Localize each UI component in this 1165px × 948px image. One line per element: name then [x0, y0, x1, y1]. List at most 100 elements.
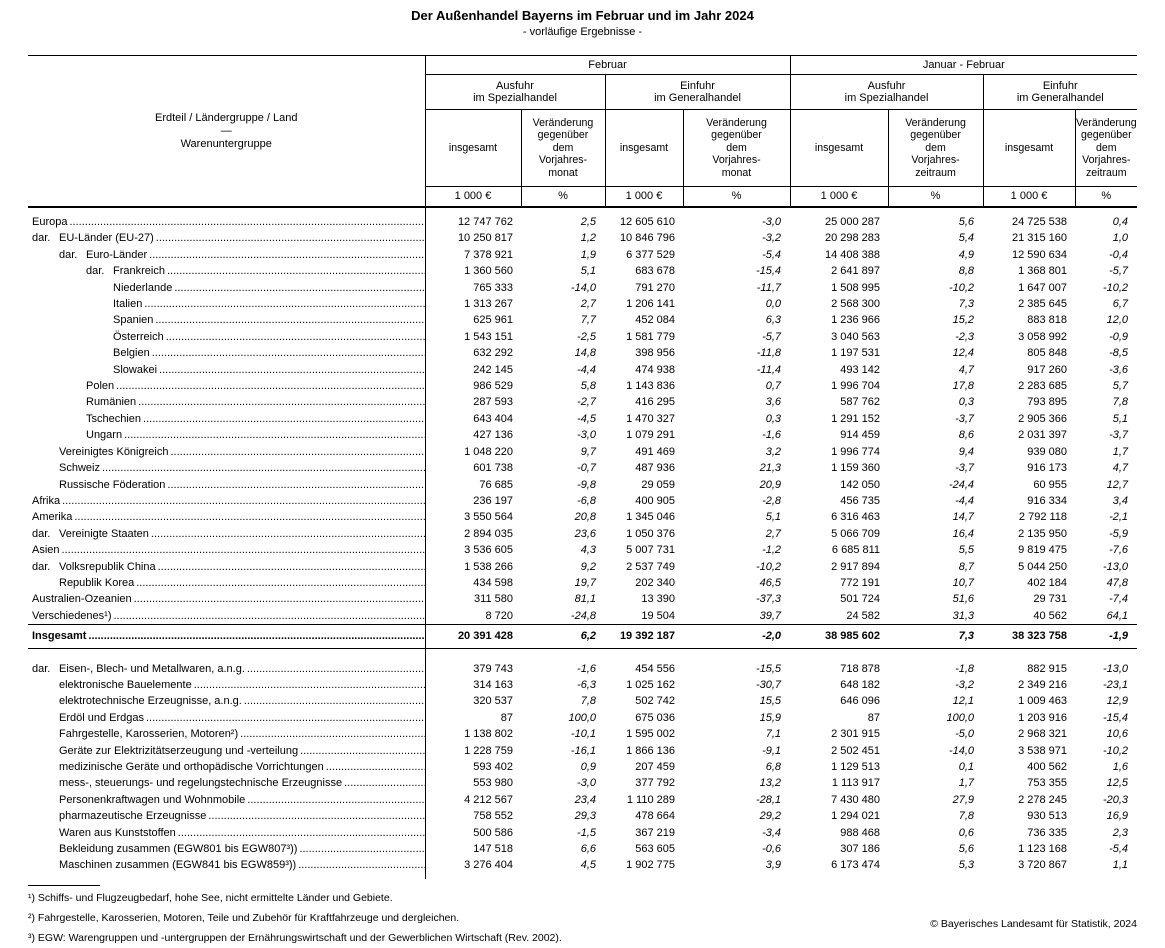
region-row: dar. Euro-Länder 7 378 921 1,9 6 377 529 -5,4… [28, 246, 1137, 264]
value-cell: 736 335 [1027, 826, 1068, 839]
value-cell: 1 360 560 [464, 265, 513, 278]
value-cell: 202 340 [635, 576, 675, 589]
percent-cell: 0,3 [958, 396, 975, 409]
value-cell: 5 044 250 [1018, 560, 1068, 573]
region-row: Slowakei 242 145 -4,4 474 938 -11,4 493 142 4,… [28, 361, 1137, 379]
region-row: Ungarn 427 136 -3,0 1 079 291 -1,6 914 459 8,6… [28, 427, 1137, 444]
dot-leader [72, 509, 424, 525]
footnote-1: ¹) Schiffs- und Flugzeugbedarf, hohe See… [28, 891, 393, 904]
dot-leader [168, 444, 424, 460]
percent-cell: 5,6 [958, 216, 975, 228]
dot-leader [122, 427, 424, 443]
percent-cell: -10,2 [1102, 281, 1129, 294]
percent-cell: 4,9 [958, 248, 975, 261]
row-label-cell: Insgesamt [28, 624, 426, 649]
row-label-cell: Australien-Ozeanien [28, 591, 426, 608]
dot-leader [60, 493, 424, 509]
dot-leader [141, 411, 424, 427]
percent-cell: -15,4 [1102, 711, 1129, 724]
value-cell: 367 219 [635, 826, 675, 839]
percent-cell: -3,7 [1109, 429, 1129, 442]
percent-cell: 12,1 [952, 695, 975, 708]
value-cell: 593 402 [473, 761, 513, 773]
percent-cell: 12,0 [1106, 314, 1129, 327]
percent-cell: -3,4 [762, 826, 782, 839]
region-row: Vereinigtes Königreich 1 048 220 9,7 491 46… [28, 443, 1137, 461]
row-label: Insgesamt [32, 630, 87, 643]
percent-cell: 3,6 [765, 396, 782, 409]
value-cell: 1 079 291 [626, 429, 675, 442]
value-cell: 1 866 136 [626, 744, 675, 757]
percent-cell: 9,2 [580, 560, 596, 573]
value-cell: 930 513 [1027, 810, 1068, 823]
row-label-cell: Bekleidung zusammen (EGW801 bis EGW807³)… [28, 841, 426, 858]
dot-leader [112, 608, 425, 624]
value-cell: 13 390 [641, 593, 675, 606]
percent-cell: -11,7 [756, 281, 782, 294]
dot-leader [296, 857, 424, 873]
value-cell: 320 537 [473, 695, 513, 708]
value-cell: 765 333 [473, 281, 513, 294]
value-cell: 1 025 162 [626, 678, 675, 691]
percent-cell: 12,9 [1106, 695, 1129, 708]
value-cell: 20 298 283 [824, 232, 881, 245]
row-label: pharmazeutische Erzeugnisse [59, 810, 207, 823]
row-label-cell: Maschinen zusammen (EGW841 bis EGW859³)) [28, 857, 426, 879]
region-row: Italien 1 313 267 2,7 1 206 141 0,0 2 568 300… [28, 296, 1137, 313]
row-label: elektrotechnische Erzeugnisse, a.n.g. [59, 695, 242, 708]
value-cell: 60 955 [1033, 478, 1068, 491]
value-cell: 502 742 [635, 695, 675, 708]
measure-header: Veränderung gegenüber dem Vorjahres- zei… [1074, 109, 1138, 187]
value-cell: 587 762 [840, 396, 881, 409]
value-cell: 38 985 602 [790, 624, 889, 649]
row-label-cell: Österreich [28, 328, 426, 346]
dot-leader [60, 542, 425, 558]
goods-row: Erdöl und Erdgas 87 100,0 675 036 15,9 87 100,… [28, 709, 1137, 727]
region-row: Polen 986 529 5,8 1 143 836 0,7 1 996 704 17,8… [28, 378, 1137, 395]
percent-cell: 12,4 [952, 347, 975, 360]
value-cell: 683 678 [635, 265, 675, 278]
value-cell: 1 197 531 [831, 347, 881, 360]
measure-header: insgesamt [982, 109, 1076, 187]
row-label: Bekleidung zusammen (EGW801 bis EGW807³)… [59, 843, 298, 856]
percent-cell: 23,4 [574, 793, 596, 806]
value-cell: 10 250 817 [457, 232, 513, 245]
row-label: Waren aus Kunststoffen [59, 826, 176, 839]
goods-row: elektronische Bauelemente 314 163 -6,3 1 02… [28, 676, 1137, 694]
value-cell: 718 878 [840, 662, 881, 675]
percent-cell: 7,8 [958, 810, 975, 823]
goods-row: Maschinen zusammen (EGW841 bis EGW859³))… [28, 857, 1137, 879]
value-cell: 454 556 [635, 662, 675, 675]
percent-cell: 20,9 [759, 478, 782, 491]
row-label-cell: dar. Euro-Länder [28, 246, 426, 264]
value-cell: 1 050 376 [626, 527, 675, 540]
unit-header: % [682, 186, 791, 208]
value-cell: 1 595 002 [626, 728, 675, 741]
row-label: Euro-Länder [86, 248, 148, 261]
value-cell: 478 664 [635, 810, 675, 823]
row-label-cell: Rumänien [28, 394, 426, 411]
percent-cell: 10,7 [952, 576, 975, 589]
row-label: Europa [32, 216, 68, 228]
percent-cell: -1,9 [1075, 624, 1138, 649]
dot-leader [176, 825, 425, 841]
trade-header-einfuhr-janfeb: Einfuhr im Generalhandel [982, 74, 1138, 110]
goods-row: Geräte zur Elektrizitätserzeugung und -v… [28, 742, 1137, 759]
percent-cell: -8,5 [1109, 347, 1129, 360]
value-cell: 6 377 529 [626, 248, 675, 261]
row-label: mess-, steuerungs- und regelungstechnisc… [59, 777, 343, 790]
percent-cell: 1,0 [1112, 232, 1129, 245]
row-label: Spanien [113, 314, 154, 327]
row-label: medizinische Geräte und orthopädische Vo… [59, 761, 324, 773]
trade-header-ausfuhr-janfeb: Ausfuhr im Spezialhandel [789, 74, 984, 110]
percent-cell: 2,3 [1112, 826, 1129, 839]
dot-leader [67, 214, 424, 230]
row-label: Personenkraftwagen und Wohnmobile [59, 793, 246, 806]
row-label-cell: Tschechien [28, 410, 426, 428]
percent-cell: 0,3 [765, 412, 782, 425]
dot-leader [324, 759, 425, 775]
goods-row: Fahrgestelle, Karosserien, Motoren²) 1 13… [28, 726, 1137, 743]
value-cell: 1 203 916 [1018, 711, 1068, 724]
percent-cell: -20,3 [1102, 793, 1129, 806]
table-header: Erdteil / Ländergruppe / Land — Warenunt… [28, 55, 1138, 208]
